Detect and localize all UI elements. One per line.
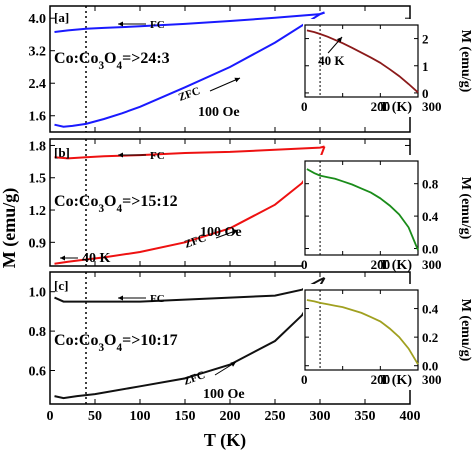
zfc-label: ZFC [177,85,202,104]
inset-y-tick-label: 1 [422,59,429,74]
inset-series [306,168,419,251]
inset-frame [304,24,419,98]
fc-arrow [118,152,146,158]
panel-label: [b] [54,145,70,160]
zfc-arrow [209,77,241,92]
y-tick-label: 1.5 [29,172,47,187]
fc-label: FC [150,293,165,305]
inset-x-tick-label: 200 [371,372,391,387]
t-label: 40 K [82,251,111,266]
inset-x-tick-label: 300 [422,257,442,272]
inset-y-tick-label: 0.0 [422,359,438,374]
panels: 1.6 2.4 3.2 4.0 [a] Co:Co3O4=>24:3 100 Oe FC ZFC… [29,5,472,424]
panel-b: 0.9 1.2 1.5 1.8 [b] Co:Co3O4=>15:12 100 Oe FC ZF… [29,138,472,275]
x-tick-label: 350 [355,409,376,424]
inset-x-tick-label: 0 [301,99,308,114]
y-tick-label: 0.6 [29,365,47,380]
fc-label: FC [150,19,165,31]
y-tick-label: 1.6 [29,110,47,125]
fc-label: FC [150,150,165,162]
inset-series [306,299,419,365]
inset-y-tick-label: 2 [422,32,429,47]
zfc-label: ZFC [182,369,207,388]
inset-x-tick-label: 200 [371,257,391,272]
y-axis-label: M (emu/g) [0,188,20,268]
x-tick-label: 400 [400,409,421,424]
inset-x-tick-label: 200 [371,99,391,114]
x-tick-label: 0 [47,409,54,424]
field-label: 100 Oe [200,225,242,240]
inset-x-label: T (K) [379,373,412,388]
zfc-label: ZFC [183,232,208,251]
inset-frame [304,289,419,371]
inset-frame [304,160,419,256]
inset-x-tick-label: 0 [301,257,308,272]
fc-arrow [118,21,146,27]
sample-label: Co:Co3O4=>10:17 [54,332,178,354]
y-tick-label: 2.4 [29,77,47,92]
panel-label: [c] [54,278,68,293]
series-zfc [54,11,325,128]
inset-y-label: M (emu/g) [458,30,472,93]
inset-y-tick-label: 0.2 [422,330,438,345]
inset-b: 0.0 0.4 0.8 0 200 300 T (K) M (emu/g) [301,155,472,275]
y-tick-label: 3.2 [29,45,47,60]
y-tick-label: 1.0 [29,286,47,301]
x-tick-label: 150 [175,409,196,424]
inset-x-label: T (K) [379,258,412,273]
inset-y-label: M (emu/g) [458,299,472,362]
series-fc [54,145,325,160]
field-label: 100 Oe [203,387,245,402]
y-tick-label: 0.9 [29,236,47,251]
x-tick-label: 300 [310,409,331,424]
series-fc [54,11,325,33]
fc-arrow [118,295,146,301]
t-arrow [60,255,78,261]
inset-y-tick-label: 0.4 [422,302,439,317]
panel-label: [a] [54,10,69,25]
inset-y-tick-label: 0.8 [422,177,439,192]
inset-x-tick-label: 300 [422,99,442,114]
inset-x-label: T (K) [379,100,412,115]
inset-y-tick-label: 0.0 [422,242,438,257]
y-tick-label: 1.2 [29,204,47,219]
inset-c: 0.0 0.2 0.4 0 200 300 T (K) M (emu/g) [301,284,472,390]
inset-x-tick-label: 0 [301,372,308,387]
field-label: 100 Oe [198,105,240,120]
inset-annotation: 40 K [318,53,345,68]
x-tick-label: 50 [88,409,102,424]
inset-y-tick-label: 0 [422,86,429,101]
inset-x-tick-label: 300 [422,372,442,387]
series-fc [54,276,325,303]
inset-annotation-arrow [327,36,343,54]
sample-label: Co:Co3O4=>15:12 [54,193,178,215]
zfc-arrow [215,229,239,239]
x-tick-label: 100 [130,409,151,424]
inset-y-label: M (emu/g) [458,177,472,240]
zfc-arrow [214,361,237,376]
inset-a: 0 1 2 0 200 300 T (K) M (emu/g) 40 K [301,19,472,117]
panel-c: 0 50 100 150 200 250 300 350 400 0.6 0.8 1.0 [c] Co:C… [29,271,472,424]
y-tick-label: 0.8 [29,325,47,340]
x-tick-label: 250 [265,409,286,424]
x-tick-label: 200 [220,409,241,424]
x-axis-label: T (K) [204,430,246,451]
inset-y-tick-label: 0.4 [422,209,439,224]
inset-background [303,284,472,390]
inset-series [306,29,419,94]
y-tick-label: 4.0 [29,12,47,27]
panel-a: 1.6 2.4 3.2 4.0 [a] Co:Co3O4=>24:3 100 Oe FC ZFC… [29,5,472,133]
sample-label: Co:Co3O4=>24:3 [54,50,170,72]
y-tick-label: 1.8 [29,139,47,154]
